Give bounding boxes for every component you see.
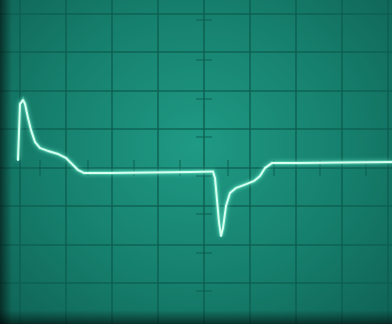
trace-glow (16, 96, 392, 237)
bezel-shadow-left (0, 0, 12, 324)
trace-line (17, 99, 392, 237)
bezel-shadow-bottom (0, 310, 392, 324)
